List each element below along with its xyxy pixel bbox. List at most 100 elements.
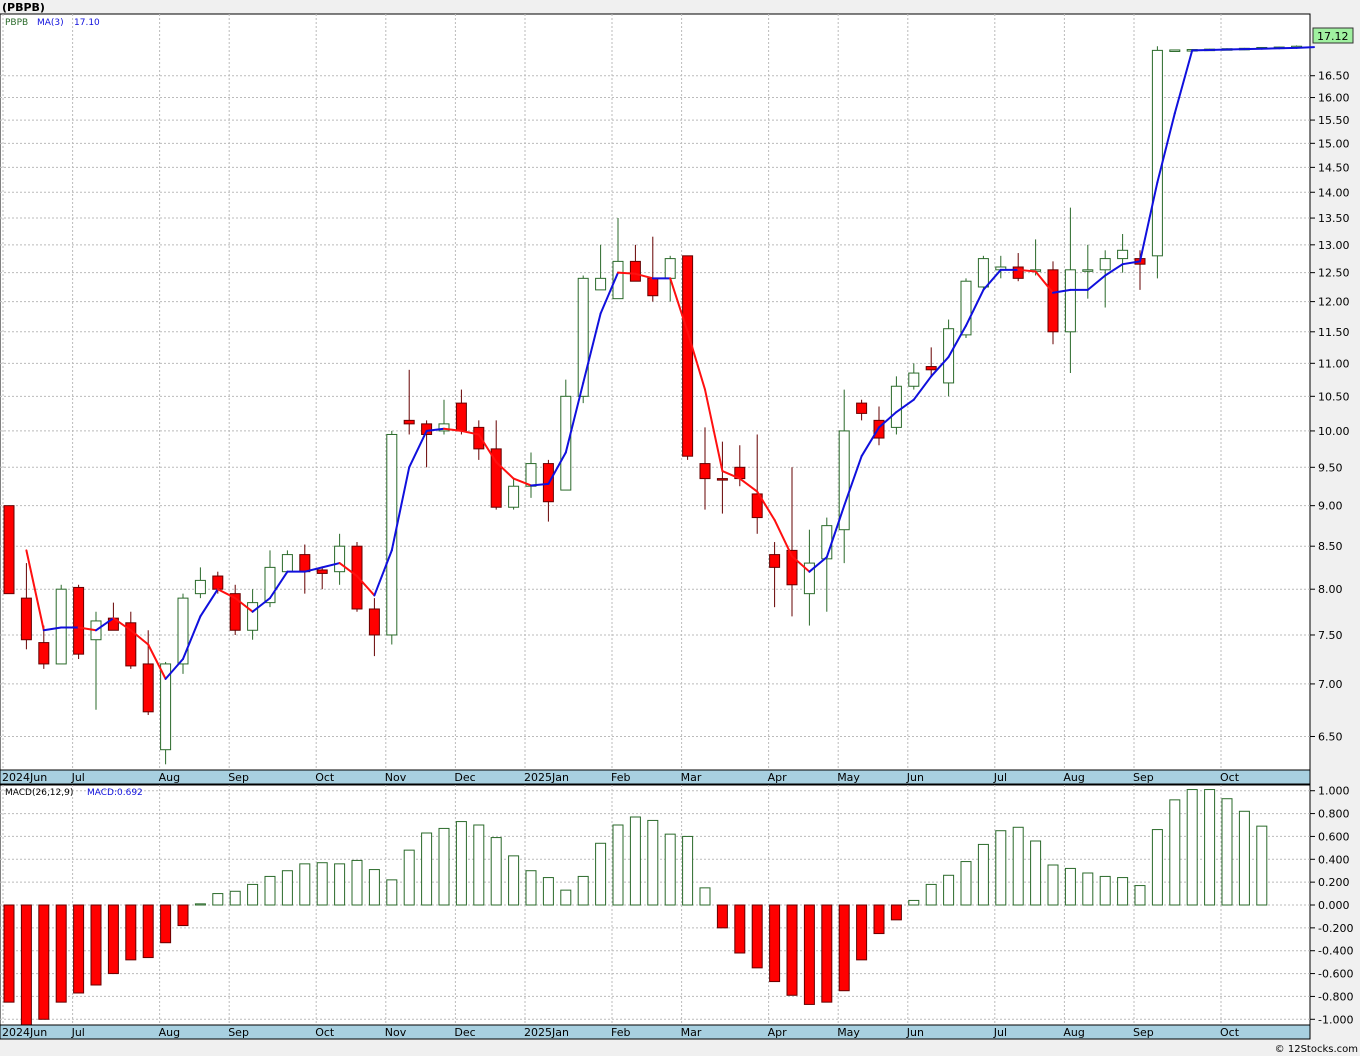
candle-down [490, 448, 502, 508]
macd-bar-negative [107, 904, 119, 975]
macd-bar-positive [421, 832, 433, 906]
ma-segment [269, 570, 289, 600]
macd-bar-negative [734, 904, 746, 954]
ma-segment [425, 427, 445, 432]
candle-down [682, 255, 694, 457]
macd-panel: 1.000 0.800 0.600 0.400 0.200 0.000 -0.200 -0.4… [0, 784, 1353, 1026]
macd-bar-positive [438, 827, 450, 906]
candle-down [316, 569, 328, 574]
ma-segment [582, 312, 602, 384]
macd-tick-label: 0.200 [1318, 876, 1350, 889]
price-tick-label: 10.50 [1318, 390, 1350, 403]
macd-tick-label: -0.600 [1318, 968, 1353, 981]
candle-up [334, 545, 346, 573]
price-candles [3, 45, 1303, 765]
macd-bar-negative [838, 904, 850, 992]
ma-segment [1139, 181, 1159, 263]
macd-bar-positive [281, 870, 293, 906]
macd-bar-positive [194, 903, 206, 906]
ma-segment [860, 426, 880, 458]
candle-down [786, 549, 798, 586]
candle-up [908, 372, 920, 387]
candle-down [925, 366, 937, 371]
candle-up [664, 258, 676, 279]
candle-down [142, 663, 154, 713]
candle-down [1047, 269, 1059, 333]
ma-segment [95, 617, 115, 632]
candle-down [403, 419, 415, 425]
month-label: 2024Jun [2, 771, 47, 784]
ma-value: 17.10 [74, 18, 100, 28]
macd-bar-negative [38, 904, 50, 1020]
macd-bars [3, 789, 1268, 1026]
macd-tick-label: 0.400 [1318, 853, 1350, 866]
candle-up [1151, 49, 1163, 257]
macd-bar-negative [821, 904, 833, 1003]
macd-bar-negative [769, 904, 781, 983]
ma-segment [564, 381, 585, 454]
ma-segment [77, 626, 97, 632]
macd-bar-negative [142, 904, 154, 959]
month-label: Aug [1063, 771, 1084, 784]
macd-bar-positive [508, 855, 520, 906]
macd-tick-label: -0.200 [1318, 922, 1353, 935]
month-label: Sep [1133, 771, 1154, 784]
macd-bar-positive [368, 869, 380, 906]
ma-label: MA(3) [37, 18, 64, 28]
ma-segment [1121, 260, 1141, 266]
ma-segment [947, 324, 967, 358]
candle-down [73, 586, 85, 655]
macd-bar-positive [1082, 872, 1094, 906]
macd-bar-positive [542, 877, 554, 906]
macd-tick-label: -0.800 [1318, 990, 1353, 1003]
macd-bar-positive [943, 874, 955, 906]
ma-segment [686, 330, 706, 391]
macd-tick-label: 0.000 [1318, 899, 1350, 912]
candle-down [229, 593, 241, 631]
ma-segment [443, 427, 463, 432]
macd-bar-positive [490, 837, 502, 906]
macd-bar-positive [1099, 875, 1111, 906]
candle-up [386, 433, 398, 636]
ma-segment [1173, 49, 1194, 115]
month-label: Jul [71, 771, 85, 784]
ma-segment [634, 272, 654, 280]
month-label: May [837, 771, 860, 784]
price-tick-label: 15.50 [1318, 114, 1350, 127]
month-label: Oct [315, 771, 335, 784]
price-tick-label: 15.00 [1318, 137, 1350, 150]
macd-bar-positive [334, 863, 346, 906]
ma-segment [303, 566, 324, 573]
month-label: Nov [385, 1026, 407, 1039]
price-y-axis: 6.50 7.00 7.50 8.00 8.50 9.00 9.50 10.00 10.50 11… [1310, 70, 1350, 743]
macd-bar-positive [316, 862, 328, 906]
ma-segment [930, 355, 950, 378]
price-tick-label: 7.00 [1318, 678, 1343, 691]
ma-segment [147, 643, 167, 680]
candle-down [20, 597, 32, 641]
candle-up [560, 395, 572, 491]
macd-bar-positive [682, 835, 694, 906]
macd-bar-positive [1134, 885, 1146, 906]
macd-tick-label: 1.000 [1318, 785, 1350, 798]
macd-bar-negative [3, 904, 15, 1003]
ma-segment [895, 398, 915, 414]
month-label: 2025Jan [524, 771, 569, 784]
ma-segment [599, 271, 619, 315]
candle-down [38, 642, 50, 665]
ma-segment [843, 455, 863, 507]
month-label: Sep [228, 1026, 249, 1039]
macd-tick-label: -1.000 [1318, 1013, 1353, 1026]
ma-segment [1104, 263, 1124, 277]
price-tick-label: 10.00 [1318, 425, 1350, 438]
candle-up [438, 423, 450, 432]
macd-bar-positive [1117, 877, 1129, 906]
candle-up [525, 463, 537, 487]
candle-up [977, 258, 989, 288]
month-label: 2024Jun [2, 1026, 47, 1039]
last-price-label: 17.12 [1317, 30, 1349, 43]
candle-down [629, 260, 641, 282]
macd-bar-negative [160, 904, 172, 944]
candle-down [212, 575, 224, 590]
month-label: 2025Jan [524, 1026, 569, 1039]
